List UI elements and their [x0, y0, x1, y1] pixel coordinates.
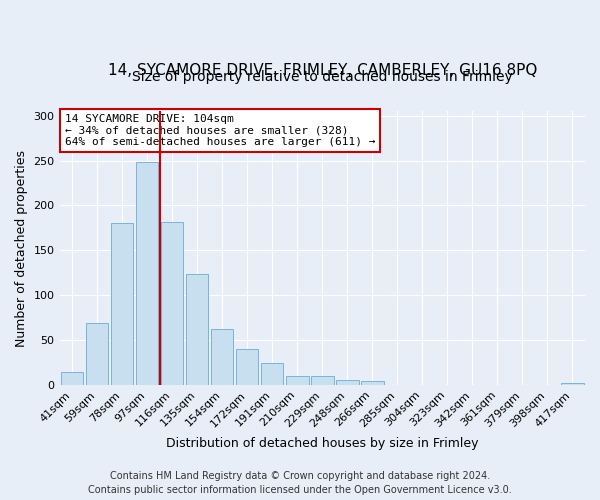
Bar [86, 323, 109, 385]
Bar [561, 383, 584, 385]
Bar [211, 329, 233, 385]
Bar [361, 381, 383, 385]
Bar [311, 376, 334, 385]
Bar [236, 349, 259, 385]
Text: 14 SYCAMORE DRIVE: 104sqm
← 34% of detached houses are smaller (328)
64% of semi: 14 SYCAMORE DRIVE: 104sqm ← 34% of detac… [65, 114, 375, 147]
Bar [186, 274, 208, 385]
Bar [161, 222, 184, 385]
Bar [336, 380, 359, 385]
Bar [111, 224, 133, 385]
X-axis label: Distribution of detached houses by size in Frimley: Distribution of detached houses by size … [166, 437, 479, 450]
Title: Size of property relative to detached houses in Frimley: Size of property relative to detached ho… [132, 70, 512, 84]
Y-axis label: Number of detached properties: Number of detached properties [15, 150, 28, 346]
Bar [61, 372, 83, 385]
Bar [286, 376, 308, 385]
Text: 14, SYCAMORE DRIVE, FRIMLEY, CAMBERLEY, GU16 8PQ: 14, SYCAMORE DRIVE, FRIMLEY, CAMBERLEY, … [107, 64, 537, 78]
Bar [136, 162, 158, 385]
Bar [261, 364, 283, 385]
Text: Contains HM Land Registry data © Crown copyright and database right 2024.
Contai: Contains HM Land Registry data © Crown c… [88, 471, 512, 495]
